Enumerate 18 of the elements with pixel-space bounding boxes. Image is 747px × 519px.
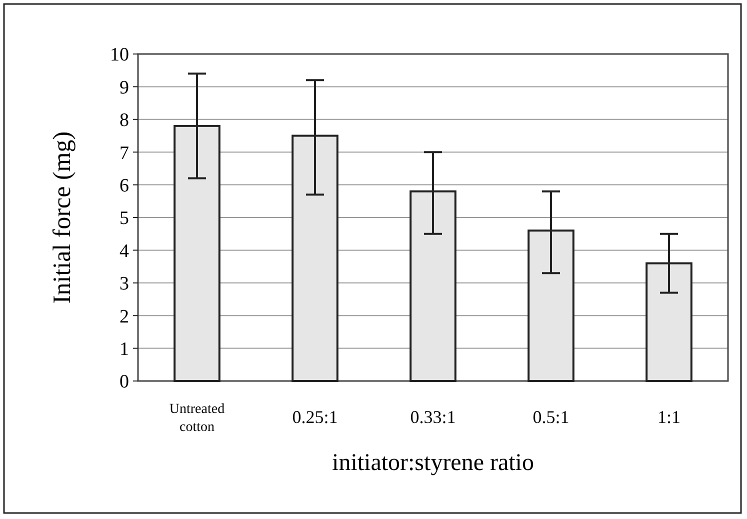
y-tick-label: 5 xyxy=(120,208,129,230)
x-tick-label: Untreated cotton xyxy=(169,402,225,436)
x-tick-label: 0.5:1 xyxy=(532,407,570,427)
y-tick-label: 3 xyxy=(120,274,129,295)
x-axis-title: initiator:styrene ratio xyxy=(332,450,534,476)
y-tick-label: 10 xyxy=(110,44,129,66)
y-tick-label: 8 xyxy=(120,110,129,132)
y-tick-label: 2 xyxy=(120,306,129,328)
x-tick-label: 1:1 xyxy=(657,407,681,427)
x-tick-label: 0.25:1 xyxy=(292,407,338,427)
y-tick-label: 9 xyxy=(120,77,129,98)
y-tick-label: 7 xyxy=(120,142,129,164)
y-tick-label: 1 xyxy=(120,338,129,360)
y-tick-label: 0 xyxy=(120,372,129,393)
y-tick-label: 6 xyxy=(120,175,129,196)
x-tick-label: 0.33:1 xyxy=(410,407,456,427)
y-axis-title: Initial force (mg) xyxy=(49,131,76,304)
y-tick-label: 4 xyxy=(120,240,130,262)
